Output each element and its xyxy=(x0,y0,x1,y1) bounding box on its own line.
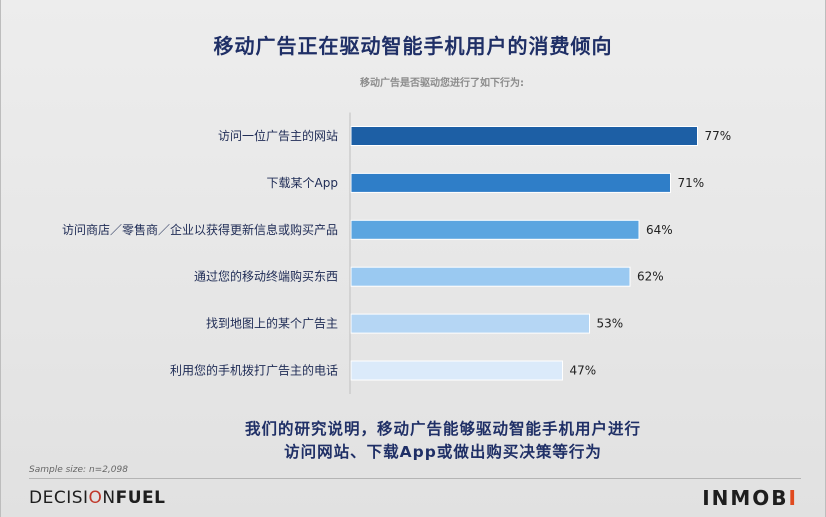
chart-title: 移动广告正在驱动智能手机用户的消费倾向 xyxy=(213,34,613,58)
footer-divider xyxy=(29,478,801,479)
bar xyxy=(350,172,671,193)
bar-chart: 访问一位广告主的网站 77% 下载某个App 71% 访问商店／零售商／企业以获得更新信… xyxy=(62,112,732,394)
chart-subtitle: 移动广告是否驱动您进行了如下行为: xyxy=(360,78,524,89)
conclusion-line-2: 访问网站、下载App或做出购买决策等行为 xyxy=(284,443,602,461)
value-label: 47% xyxy=(570,364,597,378)
category-label: 通过您的移动终端购买东西 xyxy=(194,269,338,284)
bar xyxy=(350,360,563,381)
sample-size-note: Sample size: n=2,098 xyxy=(29,465,128,475)
category-label: 访问商店／零售商／企业以获得更新信息或购买产品 xyxy=(62,222,338,237)
value-label: 64% xyxy=(646,223,673,237)
logo-text-decisi: DECISI xyxy=(29,488,89,508)
category-label: 下载某个App xyxy=(267,176,338,190)
bar xyxy=(350,266,631,287)
value-label: 53% xyxy=(597,317,624,331)
decisionfuel-logo: DECISIONFUEL xyxy=(29,488,166,508)
category-label: 利用您的手机拨打广告主的电话 xyxy=(170,363,338,378)
conclusion-line-1: 我们的研究说明，移动广告能够驱动智能手机用户进行 xyxy=(244,420,641,438)
logo-text-n: N xyxy=(102,488,116,508)
value-label: 62% xyxy=(637,270,664,284)
logo-text-inmob: INMOB xyxy=(702,486,789,510)
bar xyxy=(350,219,640,240)
bar xyxy=(350,313,590,334)
bar xyxy=(350,126,698,146)
category-label: 访问一位广告主的网站 xyxy=(218,128,338,143)
logo-text-i: I xyxy=(788,486,798,510)
value-label: 77% xyxy=(705,129,732,143)
category-label: 找到地图上的某个广告主 xyxy=(206,316,338,331)
logo-text-o: O xyxy=(88,488,103,508)
value-label: 71% xyxy=(678,176,705,190)
inmobi-logo: INMOBI xyxy=(702,486,798,510)
logo-text-fuel: FUEL xyxy=(115,488,166,508)
